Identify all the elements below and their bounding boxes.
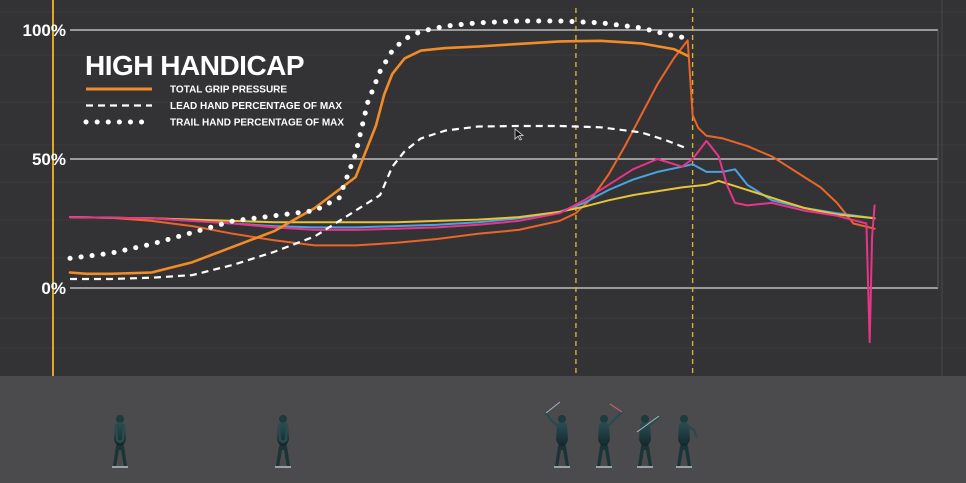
golfer-figure xyxy=(636,414,661,468)
series-line-trail-hand-percentage-of-max xyxy=(67,18,691,261)
y-tick-labels: 0% 50% 100% xyxy=(23,21,66,298)
swing-phase-strip xyxy=(0,376,966,483)
golfer-figure xyxy=(275,415,291,468)
grip-pressure-chart: 0% 50% 100% HIGH HANDICAP TOTAL GRIP PRESS… xyxy=(0,0,966,376)
y-tick-label: 0% xyxy=(41,279,66,298)
golfer-figure xyxy=(596,403,624,468)
swing-figures xyxy=(112,401,698,468)
legend-label: TRAIL HAND PERCENTAGE OF MAX xyxy=(170,118,344,129)
golfer-figure xyxy=(676,415,698,468)
y-gridlines xyxy=(70,0,943,376)
series-line-sensor-5 xyxy=(69,139,876,344)
cursor-icon xyxy=(514,128,525,141)
y-tick-label: 50% xyxy=(32,150,66,169)
chart-title: HIGH HANDICAP xyxy=(85,50,304,81)
legend-label: LEAD HAND PERCENTAGE OF MAX xyxy=(170,101,342,112)
legend-label: TOTAL GRIP PRESSURE xyxy=(170,85,287,96)
y-tick-label: 100% xyxy=(23,21,66,40)
series-line-sensor-3 xyxy=(69,39,876,247)
golfer-figure xyxy=(544,401,570,468)
series-lines xyxy=(67,18,876,344)
legend: TOTAL GRIP PRESSURE LEAD HAND PERCENTAGE … xyxy=(83,85,344,129)
golfer-figure xyxy=(112,415,128,468)
series-line-total-grip-pressure xyxy=(68,39,690,276)
phase-markers xyxy=(575,8,694,376)
chart-background xyxy=(0,0,966,376)
series-line-sensor-6 xyxy=(69,179,876,224)
